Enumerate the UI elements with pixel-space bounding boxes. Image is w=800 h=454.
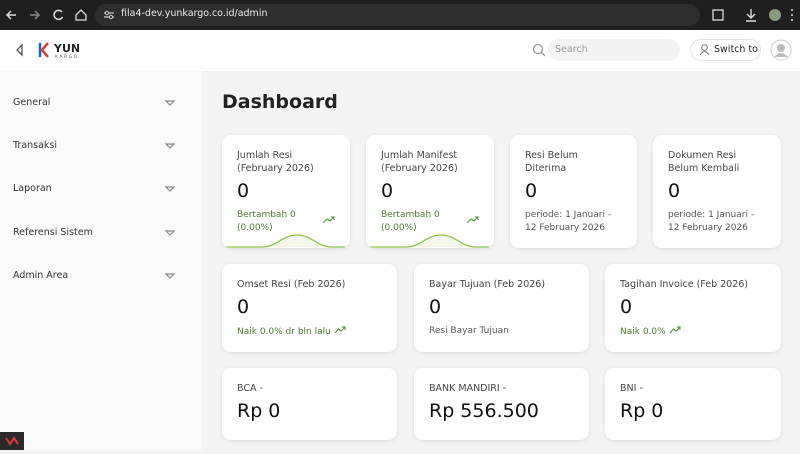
trend-icon: [466, 216, 479, 224]
app-header: YUN KARGO Search Switch to: [0, 30, 800, 72]
card-note: periode: 1 Januari - 12 February 2026: [668, 210, 755, 233]
card-label: Resi Belum Diterima: [525, 150, 578, 174]
address-bar[interactable]: [95, 4, 700, 26]
url-text: fila4-dev.yunkargo.co.id/admin: [121, 8, 268, 19]
avatar[interactable]: [770, 39, 792, 61]
stat-card: Resi Belum Diterima 0 periode: 1 Januari…: [510, 135, 637, 248]
nav-item[interactable]: Laporan: [13, 183, 52, 194]
nav-item[interactable]: Referensi Sistem: [13, 227, 93, 238]
switch-label: Switch to: [714, 44, 758, 55]
search-placeholder: Search: [555, 44, 588, 55]
sidebar: General Transaksi Laporan Referensi Sist…: [0, 71, 202, 450]
sparkline: [222, 234, 350, 248]
card-value: Rp 0: [237, 400, 281, 422]
site-info-icon[interactable]: [103, 10, 115, 20]
card-value: 0: [668, 180, 681, 202]
card-label: Dokumen Resi Belum Kembali: [668, 150, 740, 174]
card-value: 0: [237, 180, 250, 202]
debug-badge[interactable]: [0, 432, 24, 450]
browser-icons: [5, 7, 793, 23]
collapse-sidebar[interactable]: [15, 43, 25, 57]
sparkline: [366, 234, 494, 248]
card-note-row: Naik 0.0%: [620, 325, 766, 339]
card-label: BNI -: [620, 383, 643, 394]
trend-icon: [334, 326, 346, 334]
card-note: Bertambah 0 (0.00%): [237, 210, 296, 233]
bank-card: BCA - Rp 0: [222, 368, 397, 440]
card-label: Omset Resi (Feb 2026): [237, 279, 346, 290]
card-label: Jumlah Resi (February 2026): [237, 150, 314, 174]
stat-card: Bayar Tujuan (Feb 2026) 0 Resi Bayar Tuj…: [414, 264, 589, 352]
stat-card: Jumlah Resi (February 2026) 0 Bertambah …: [222, 135, 350, 248]
search-icon: [532, 43, 546, 57]
card-label: Jumlah Manifest (February 2026): [381, 150, 458, 174]
trend-icon: [669, 326, 681, 334]
logo-mark: [38, 42, 49, 58]
stat-card: Jumlah Manifest (February 2026) 0 Bertam…: [366, 135, 494, 248]
stat-card: Dokumen Resi Belum Kembali 0 periode: 1 …: [653, 135, 781, 248]
logo-text: YUN: [54, 42, 81, 55]
search-input[interactable]: Search: [548, 39, 680, 61]
stat-card: Omset Resi (Feb 2026) 0 Naik 0.0% dr bln…: [222, 264, 397, 352]
switch-button[interactable]: Switch to: [690, 39, 761, 61]
nav-item[interactable]: Transaksi: [13, 140, 58, 151]
card-value: 0: [620, 296, 633, 318]
nav-item[interactable]: General: [13, 97, 51, 108]
debug-icon: [5, 436, 19, 446]
card-label: Bayar Tujuan (Feb 2026): [429, 279, 546, 290]
card-note: Resi Bayar Tujuan: [429, 326, 509, 336]
user-icon: [699, 44, 710, 56]
trend-icon: [322, 216, 335, 224]
card-label: BANK MANDIRI -: [429, 383, 507, 394]
card-value: Rp 556.500: [429, 400, 539, 422]
logo-subtext: KARGO: [55, 55, 79, 60]
browser-toolbar: fila4-dev.yunkargo.co.id/admin: [0, 0, 800, 30]
page-title: Dashboard: [222, 91, 338, 113]
card-value: 0: [525, 180, 538, 202]
card-note: Naik 0.0%: [620, 327, 666, 337]
card-label: BCA -: [237, 383, 263, 394]
card-note: Naik 0.0% dr bln lalu: [237, 327, 331, 337]
stat-card: Tagihan Invoice (Feb 2026) 0 Naik 0.0%: [605, 264, 781, 352]
card-note-row: Naik 0.0% dr bln lalu: [237, 325, 382, 339]
card-value: Rp 0: [620, 400, 664, 422]
card-note: Bertambah 0 (0.00%): [381, 210, 440, 233]
card-note: periode: 1 Januari - 12 February 2026: [525, 210, 612, 233]
card-value: 0: [381, 180, 394, 202]
nav-item[interactable]: Admin Area: [13, 270, 69, 281]
card-value: 0: [237, 296, 250, 318]
bank-card: BANK MANDIRI - Rp 556.500: [414, 368, 589, 440]
card-value: 0: [429, 296, 442, 318]
sidebar-chevrons: [164, 100, 176, 279]
bank-card: BNI - Rp 0: [605, 368, 781, 440]
card-label: Tagihan Invoice (Feb 2026): [620, 279, 749, 290]
